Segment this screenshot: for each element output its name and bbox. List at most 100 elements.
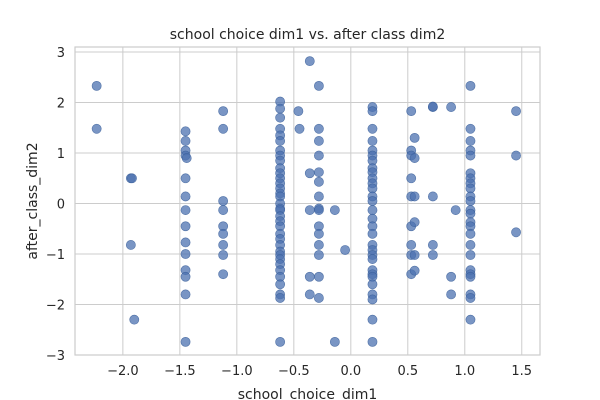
x-tick-label: 0.0 <box>340 364 361 379</box>
data-point <box>180 336 191 347</box>
data-point <box>275 112 286 123</box>
data-point <box>465 136 476 146</box>
y-axis-label: after_class_dim2 <box>25 142 41 259</box>
data-point <box>304 271 315 282</box>
data-point <box>465 196 476 206</box>
data-point <box>406 240 417 250</box>
y-tick-labels: −3 −2 −1 0 1 2 3 <box>46 46 65 364</box>
data-point <box>511 150 521 161</box>
y-tick-label: 2 <box>57 97 65 112</box>
x-tick-label: −0.5 <box>278 364 310 379</box>
data-point <box>367 294 378 305</box>
data-point <box>340 245 351 255</box>
x-tick-label: −1.5 <box>164 364 196 379</box>
data-point <box>367 336 378 347</box>
data-point <box>465 208 476 219</box>
data-point <box>180 249 191 259</box>
y-tick-label: 1 <box>57 147 65 162</box>
x-tick-label: 1.5 <box>511 364 532 379</box>
data-point <box>313 80 324 91</box>
data-point <box>218 250 229 260</box>
data-point <box>367 228 378 239</box>
y-tick-label: −3 <box>46 349 65 364</box>
data-point <box>275 103 286 114</box>
data-point <box>218 123 229 134</box>
data-point <box>329 205 340 215</box>
data-point <box>465 80 476 91</box>
data-point <box>218 228 229 239</box>
data-point <box>180 126 191 137</box>
data-point <box>409 217 420 228</box>
data-point <box>91 80 102 91</box>
data-point <box>294 123 305 134</box>
x-tick-labels: −2.0 −1.5 −1.0 −0.5 0.0 0.5 1.0 1.5 <box>107 364 532 379</box>
data-point <box>511 106 521 117</box>
data-point <box>218 240 229 250</box>
data-point <box>180 221 191 232</box>
data-point <box>181 153 192 163</box>
data-point <box>465 250 476 260</box>
data-point <box>446 289 457 300</box>
y-tick-label: −1 <box>46 248 65 263</box>
data-point <box>313 228 324 239</box>
x-tick-label: 1.0 <box>454 364 475 379</box>
data-point <box>313 150 324 161</box>
data-point <box>218 196 229 206</box>
data-point <box>409 132 420 143</box>
y-tick-label: −2 <box>46 299 65 314</box>
data-point <box>367 205 378 215</box>
data-point <box>367 279 378 290</box>
data-point <box>329 336 340 347</box>
data-point <box>304 289 315 300</box>
data-point <box>180 173 191 184</box>
data-point <box>409 250 420 260</box>
grid-lines <box>75 47 540 356</box>
data-point <box>427 101 438 112</box>
data-point <box>275 293 286 303</box>
data-point <box>275 336 286 347</box>
data-point <box>367 254 378 264</box>
data-point <box>409 191 420 202</box>
data-point <box>218 106 229 117</box>
data-point <box>304 56 315 67</box>
x-tick-label: 0.5 <box>397 364 418 379</box>
data-point <box>129 314 140 325</box>
x-axis-label: school_choice_dim1 <box>238 387 378 400</box>
data-point <box>313 136 324 146</box>
data-point <box>180 289 191 300</box>
data-point <box>218 205 229 215</box>
data-point <box>313 205 324 215</box>
data-point <box>127 173 137 184</box>
data-point <box>465 293 476 303</box>
data-point <box>409 153 420 163</box>
data-point <box>313 176 324 187</box>
data-point <box>465 228 476 239</box>
data-point <box>511 227 521 238</box>
x-tick-label: −1.0 <box>221 364 253 379</box>
data-point <box>180 205 191 215</box>
data-points <box>91 56 521 347</box>
data-point <box>313 271 324 282</box>
data-point <box>450 205 461 215</box>
data-point <box>313 191 324 202</box>
data-point <box>367 196 378 206</box>
data-point <box>465 271 476 282</box>
data-point <box>427 240 438 250</box>
data-point <box>367 123 378 134</box>
data-point <box>275 136 286 146</box>
data-point <box>313 123 324 134</box>
data-point <box>91 123 102 134</box>
data-point <box>406 173 417 184</box>
data-point <box>180 136 191 146</box>
data-point <box>293 106 304 117</box>
data-point <box>465 314 476 325</box>
data-point <box>180 191 191 202</box>
data-point <box>406 106 417 117</box>
data-point <box>409 265 420 276</box>
data-point <box>427 191 438 202</box>
y-tick-label: 0 <box>57 198 65 213</box>
data-point <box>180 271 191 282</box>
data-point <box>275 279 286 290</box>
data-point <box>367 136 378 146</box>
